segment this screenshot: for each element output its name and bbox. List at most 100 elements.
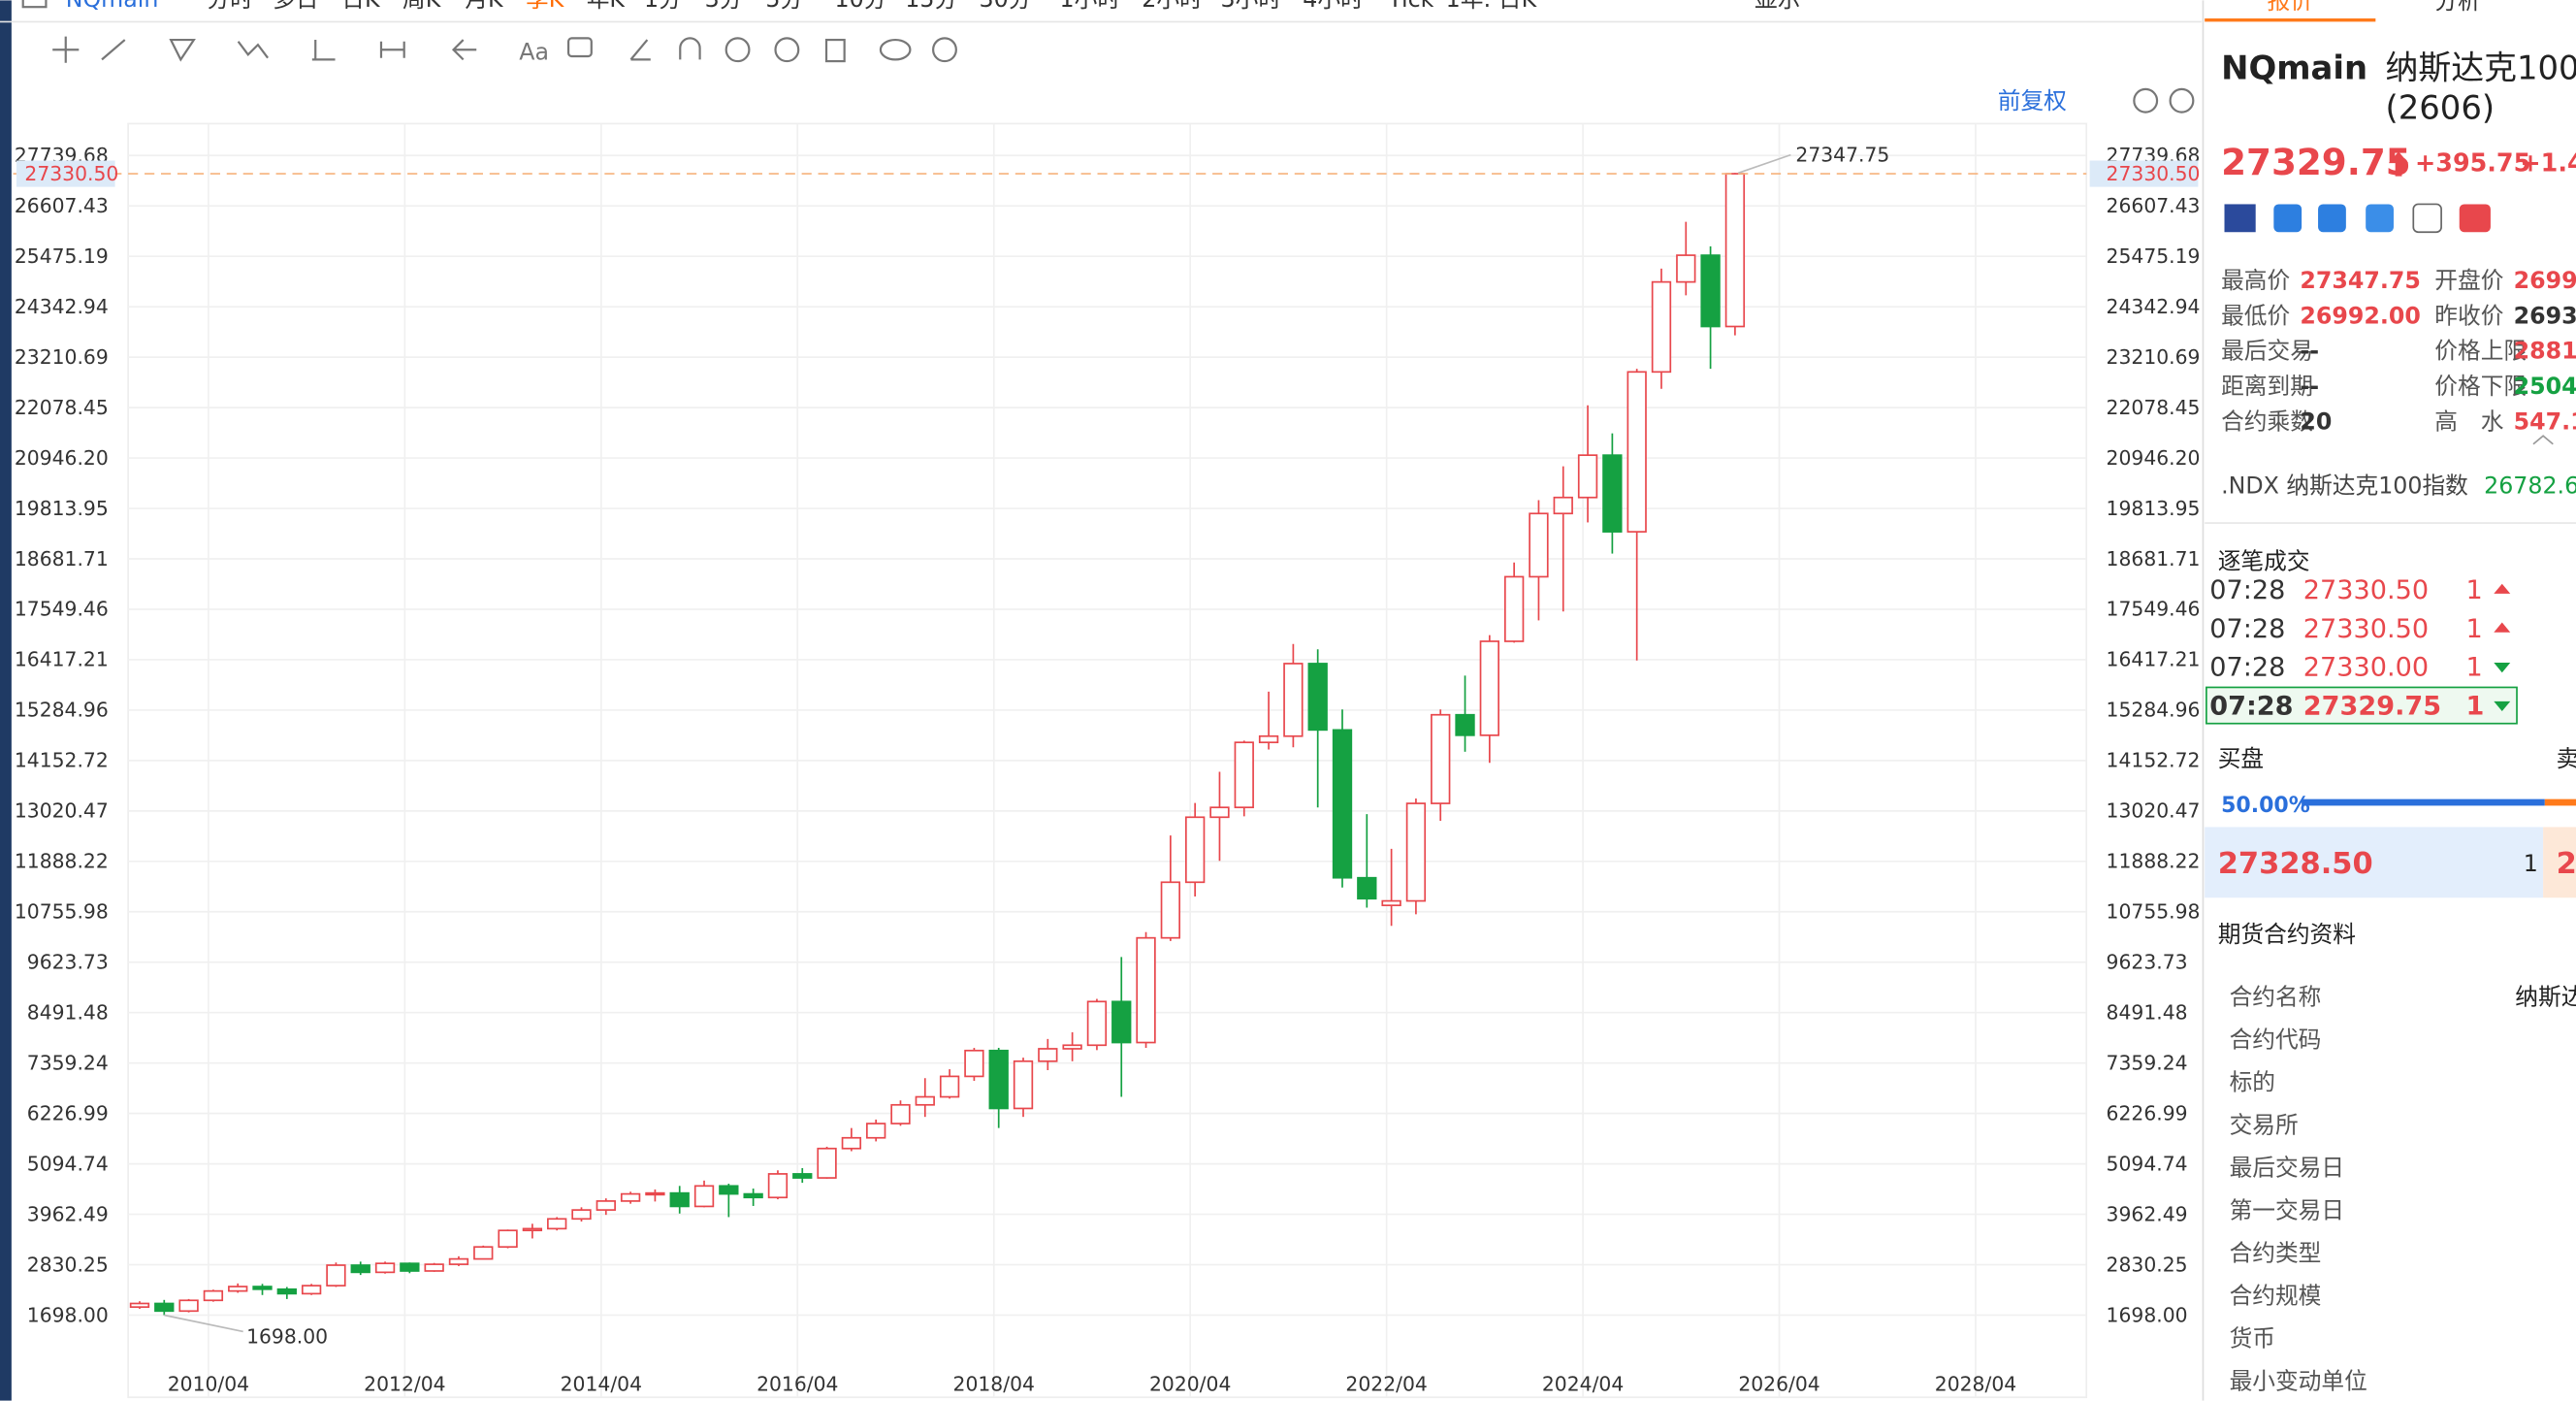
chart: 1698.00 1698.00 2830.25 2830.25 3962.49 3962.… xyxy=(13,123,2201,1398)
candle-body xyxy=(350,1264,370,1274)
candle-body xyxy=(693,1185,715,1208)
y-tick-label: 24342.94 xyxy=(2107,295,2201,318)
period-tab[interactable]: 3分 xyxy=(705,0,743,13)
period-tab[interactable]: 季K xyxy=(526,0,565,13)
zoom-out[interactable] xyxy=(2133,87,2159,114)
candle-body xyxy=(1455,713,1475,736)
period-tab[interactable]: 2小时 xyxy=(1142,0,1203,13)
adjust-button[interactable]: 前复权 xyxy=(1998,87,2067,114)
stat-value: 26993.00 xyxy=(2514,267,2576,294)
y-tick-label: 15284.96 xyxy=(2107,699,2201,722)
y-tick-label: 13020.47 xyxy=(2107,799,2201,823)
candle-body xyxy=(424,1263,444,1272)
period-tab[interactable]: Tick xyxy=(1387,0,1433,13)
period-tab[interactable]: 年K xyxy=(587,0,627,13)
period-tab[interactable]: 分时 xyxy=(207,0,252,13)
index-label: .NDX 纳斯达克100指数 xyxy=(2221,472,2468,500)
menu-icon[interactable] xyxy=(21,0,48,9)
compare-tool[interactable] xyxy=(879,38,912,61)
period-tab[interactable]: 30分 xyxy=(980,0,1032,13)
period-tab[interactable]: 3小时 xyxy=(1221,0,1282,13)
y-tick-label: 23210.69 xyxy=(15,345,109,369)
trade-qty: 1 xyxy=(2466,614,2483,644)
trade-qty: 1 xyxy=(2466,691,2485,721)
y-tick-label: 7359.24 xyxy=(2107,1051,2188,1074)
display-button[interactable]: 显示 xyxy=(1755,0,1800,13)
angle-tool[interactable] xyxy=(629,39,651,61)
fib-tool[interactable] xyxy=(311,40,336,61)
period-tab[interactable]: 1小时 xyxy=(1060,0,1121,13)
contract-label: 合约名称 xyxy=(2230,983,2322,1010)
sync-tool[interactable] xyxy=(724,37,751,63)
comment-tool[interactable] xyxy=(566,37,593,58)
candle-body xyxy=(988,1049,1009,1110)
x-tick-label: 2014/04 xyxy=(561,1372,642,1395)
y-tick-label: 16417.21 xyxy=(15,648,109,671)
zoom-in[interactable] xyxy=(2169,87,2195,114)
period-tab[interactable]: 5分 xyxy=(765,0,803,13)
trade-qty: 1 xyxy=(2466,575,2483,605)
period-tab[interactable]: 多日 xyxy=(273,0,318,13)
candle-body xyxy=(1405,802,1427,902)
y-tick-label: 17549.46 xyxy=(2107,598,2201,621)
x-tick-label: 2028/04 xyxy=(1935,1372,2016,1395)
period-tab[interactable]: 1分 xyxy=(644,0,682,13)
bid-qty: 1 xyxy=(2524,850,2538,877)
candle-body xyxy=(1013,1059,1034,1110)
candle-body xyxy=(841,1136,862,1150)
stat-label: 价格下限 xyxy=(2434,373,2527,400)
candle-body xyxy=(1381,899,1401,907)
y-tick-label: 19813.95 xyxy=(15,497,109,520)
x-tick-label: 2022/04 xyxy=(1345,1372,1427,1395)
trade-qty: 1 xyxy=(2466,653,2483,683)
period-tab[interactable]: 日K xyxy=(341,0,381,13)
candle-body xyxy=(154,1302,175,1313)
y-tick-label: 26607.43 xyxy=(2107,194,2201,217)
y-tick-label: 24342.94 xyxy=(15,295,109,318)
y-tick-label: 8491.48 xyxy=(27,1000,109,1024)
text-tool[interactable]: Aa xyxy=(519,38,549,65)
y-tick-label: 25475.19 xyxy=(2107,244,2201,268)
stat-label: 价格上限 xyxy=(2434,338,2527,365)
candle-body xyxy=(522,1227,543,1232)
tab[interactable]: 分析 xyxy=(2434,0,2480,15)
left-edge xyxy=(0,0,12,1401)
period-tab[interactable]: 15分 xyxy=(905,0,957,13)
shape-tool[interactable] xyxy=(169,38,196,62)
x-tick-label: 2026/04 xyxy=(1738,1372,1819,1395)
candle-body xyxy=(473,1246,494,1260)
period-tab[interactable]: 10分 xyxy=(834,0,886,13)
hide-tool[interactable] xyxy=(774,37,800,63)
y-tick-label: 1698.00 xyxy=(27,1303,109,1326)
magnet-tool[interactable] xyxy=(679,37,701,60)
stat-label: 昨收价 xyxy=(2434,302,2503,329)
tab[interactable]: 报价 xyxy=(2268,0,2313,15)
quote-price: 27329.75 xyxy=(2221,141,2411,183)
candle-body xyxy=(719,1185,739,1195)
move-tool[interactable] xyxy=(52,36,80,63)
period-tab[interactable]: 4小时 xyxy=(1303,0,1364,13)
contract-label: 最后交易日 xyxy=(2230,1155,2345,1182)
period-tab[interactable]: 月K xyxy=(465,0,504,13)
candle-body xyxy=(1160,881,1181,939)
line-tool[interactable] xyxy=(101,39,126,61)
y-tick-label: 2830.25 xyxy=(2107,1253,2188,1276)
period-tab[interactable]: 周K xyxy=(402,0,442,13)
candle-body xyxy=(1283,663,1304,737)
favorite-icon[interactable] xyxy=(2459,204,2491,233)
candle-body xyxy=(890,1103,911,1124)
measure-tool[interactable] xyxy=(379,41,405,58)
symbol-tab[interactable]: NQmain xyxy=(66,0,159,13)
candle-body xyxy=(1357,876,1377,900)
delete-tool[interactable] xyxy=(824,38,846,63)
trade-price: 27330.50 xyxy=(2303,575,2429,605)
arrow-tool[interactable] xyxy=(451,39,477,61)
contract-label: 合约类型 xyxy=(2230,1240,2322,1267)
period-tab[interactable]: 1年: 日K xyxy=(1446,0,1538,13)
y-tick-label: 13020.47 xyxy=(15,799,109,823)
wave-tool[interactable] xyxy=(237,41,269,59)
settings-tool[interactable] xyxy=(932,37,957,63)
candle-body xyxy=(326,1264,346,1287)
collapse-icon[interactable] xyxy=(2532,435,2554,445)
